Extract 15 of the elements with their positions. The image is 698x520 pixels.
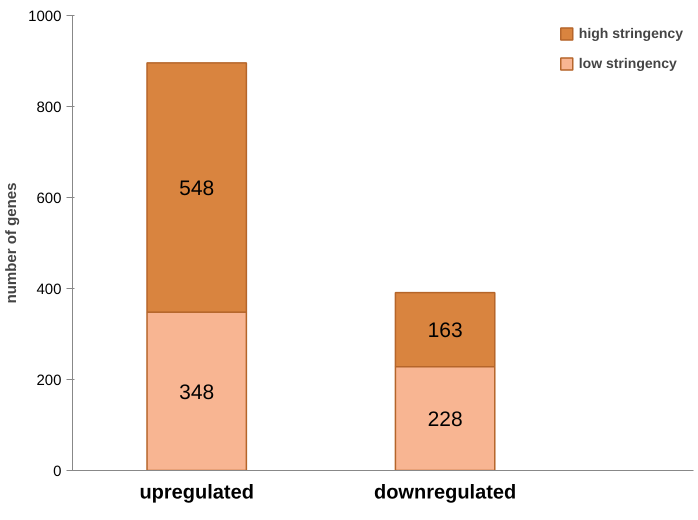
- y-tick-label: 0: [53, 463, 62, 480]
- x-tick-label: upregulated: [139, 482, 254, 504]
- data-label: 348: [179, 380, 214, 404]
- data-label: 163: [428, 319, 463, 342]
- legend-label: high stringency: [578, 25, 683, 41]
- y-tick-label: 200: [36, 372, 62, 389]
- y-tick-label: 1000: [28, 8, 62, 25]
- data-label: 548: [179, 176, 214, 200]
- y-axis-title: number of genes: [3, 182, 20, 304]
- legend-label: low stringency: [578, 55, 677, 71]
- y-tick-label: 800: [36, 99, 62, 116]
- y-tick-label: 600: [36, 190, 62, 207]
- y-tick-label: 400: [36, 281, 62, 298]
- x-tick-label: downregulated: [374, 482, 516, 504]
- data-label: 228: [428, 408, 463, 432]
